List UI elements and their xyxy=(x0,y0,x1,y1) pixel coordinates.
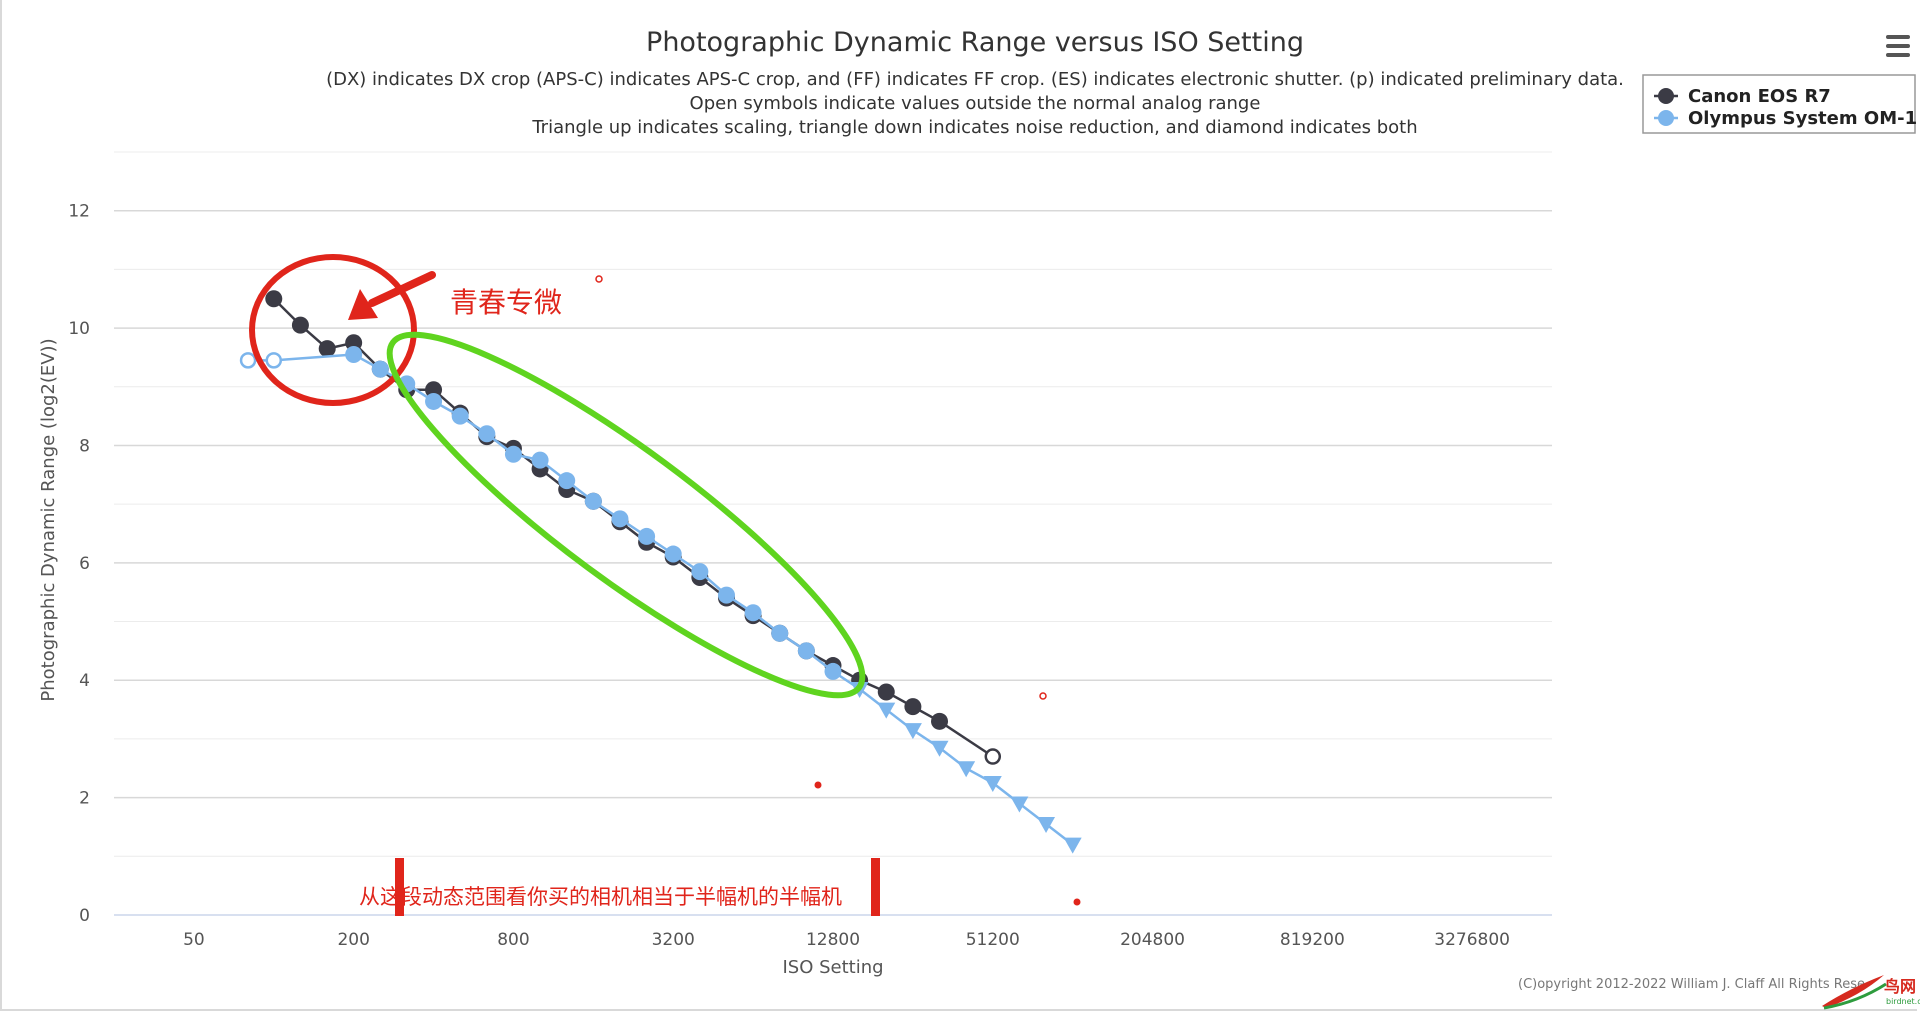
x-tick-label: 3276800 xyxy=(1434,930,1510,950)
data-point[interactable] xyxy=(930,740,949,757)
data-point[interactable] xyxy=(1010,796,1029,813)
data-point[interactable] xyxy=(771,624,789,642)
birdnet-watermark: 鸟网 birdnet.cn xyxy=(1822,975,1920,1010)
data-point[interactable] xyxy=(425,381,443,399)
x-tick-label: 819200 xyxy=(1280,930,1345,950)
x-tick-label: 800 xyxy=(497,930,529,950)
red-marker-right xyxy=(871,858,880,916)
data-point[interactable] xyxy=(584,492,602,510)
data-point[interactable] xyxy=(265,352,283,369)
data-point[interactable] xyxy=(691,563,709,581)
legend-item-olympus[interactable]: Olympus System OM-1 xyxy=(1654,108,1917,129)
green-highlight-ellipse xyxy=(386,331,866,699)
legend: Canon EOS R7 Olympus System OM-1 xyxy=(1642,74,1917,134)
legend-marker-olympus xyxy=(1658,110,1674,126)
annotation-label-bottom: 从这段动态范围看你买的相机相当于半幅机的半幅机 xyxy=(359,885,842,909)
y-tick-label: 0 xyxy=(79,906,90,926)
data-point[interactable] xyxy=(345,345,363,363)
stray-dot xyxy=(1039,692,1047,700)
chart-menu-button[interactable] xyxy=(1880,30,1914,60)
data-point[interactable] xyxy=(371,360,389,378)
y-axis-title: Photographic Dynamic Range (log2(EV)) xyxy=(38,338,59,701)
data-point[interactable] xyxy=(451,407,469,425)
chart-title: Photographic Dynamic Range versus ISO Se… xyxy=(646,27,1304,58)
data-point[interactable] xyxy=(957,761,976,778)
data-point[interactable] xyxy=(611,510,629,528)
annotations: 青春专微 从这段动态范围看你买的相机相当于半幅机的半幅机 xyxy=(249,254,1081,916)
data-point[interactable] xyxy=(425,392,443,410)
data-point[interactable] xyxy=(877,683,895,701)
red-marker-left xyxy=(395,858,404,916)
red-arrow-icon xyxy=(348,271,436,320)
data-point[interactable] xyxy=(265,290,283,308)
data-point[interactable] xyxy=(504,445,522,463)
y-tick-label: 4 xyxy=(79,671,90,691)
annotation-label-top: 青春专微 xyxy=(450,286,562,319)
y-tick-label: 10 xyxy=(68,319,90,339)
x-axis-tick-labels: 50 200 800 3200 12800 51200 204800 819200 327680… xyxy=(183,930,1510,950)
data-point[interactable] xyxy=(638,527,656,545)
hamburger-icon xyxy=(1886,35,1910,57)
data-point[interactable] xyxy=(1063,837,1082,854)
y-axis-tick-labels: 0 2 4 6 8 10 12 xyxy=(68,202,90,926)
data-point[interactable] xyxy=(983,775,1002,792)
data-point[interactable] xyxy=(478,425,496,443)
data-point[interactable] xyxy=(1037,817,1056,834)
stray-dot xyxy=(814,781,822,789)
y-tick-label: 8 xyxy=(79,436,90,456)
series-line xyxy=(248,353,1074,846)
birdnet-logo-swoosh xyxy=(1823,982,1887,1010)
data-point[interactable] xyxy=(744,604,762,622)
x-axis-title: ISO Setting xyxy=(782,957,883,978)
x-tick-label: 200 xyxy=(337,930,369,950)
data-point[interactable] xyxy=(984,748,1002,765)
y-tick-label: 6 xyxy=(79,554,90,574)
data-point[interactable] xyxy=(824,662,842,680)
red-highlight-circle xyxy=(249,254,417,406)
series-layer xyxy=(239,290,1082,854)
data-point[interactable] xyxy=(931,712,949,730)
x-tick-label: 3200 xyxy=(652,930,695,950)
x-tick-label: 50 xyxy=(183,930,205,950)
chart-subtitle-line-1: (DX) indicates DX crop (APS-C) indicates… xyxy=(326,69,1624,90)
chart-credit: (C)opyright 2012-2022 William J. Claff A… xyxy=(1518,977,1865,992)
data-point[interactable] xyxy=(717,586,735,604)
data-point[interactable] xyxy=(318,340,336,358)
chart-subtitle-line-2: Open symbols indicate values outside the… xyxy=(690,93,1261,114)
legend-label-canon: Canon EOS R7 xyxy=(1688,86,1831,107)
data-point[interactable] xyxy=(797,642,815,660)
legend-box xyxy=(1642,74,1916,134)
x-tick-label: 204800 xyxy=(1120,930,1185,950)
watermark-text: 鸟网 xyxy=(1884,977,1916,996)
data-point[interactable] xyxy=(903,723,922,740)
stray-dot xyxy=(1073,898,1081,906)
data-point[interactable] xyxy=(291,316,309,334)
data-point[interactable] xyxy=(877,702,896,719)
birdnet-logo-icon xyxy=(1822,975,1884,1008)
data-point[interactable] xyxy=(558,472,576,490)
data-point[interactable] xyxy=(239,352,257,369)
y-tick-label: 12 xyxy=(68,202,90,222)
legend-marker-canon xyxy=(1658,88,1674,104)
y-tick-label: 2 xyxy=(79,789,90,809)
data-point[interactable] xyxy=(664,545,682,563)
legend-item-canon[interactable]: Canon EOS R7 xyxy=(1654,86,1831,107)
series-olympus xyxy=(239,345,1082,854)
watermark-subtext: birdnet.cn xyxy=(1886,997,1920,1006)
legend-label-olympus: Olympus System OM-1 xyxy=(1688,108,1917,129)
x-tick-label: 12800 xyxy=(806,930,860,950)
chart-subtitle-line-3: Triangle up indicates scaling, triangle … xyxy=(531,117,1417,138)
data-point[interactable] xyxy=(904,698,922,716)
data-point[interactable] xyxy=(345,334,363,352)
data-point[interactable] xyxy=(531,451,549,469)
x-tick-label: 51200 xyxy=(966,930,1020,950)
stray-dot xyxy=(595,275,603,283)
